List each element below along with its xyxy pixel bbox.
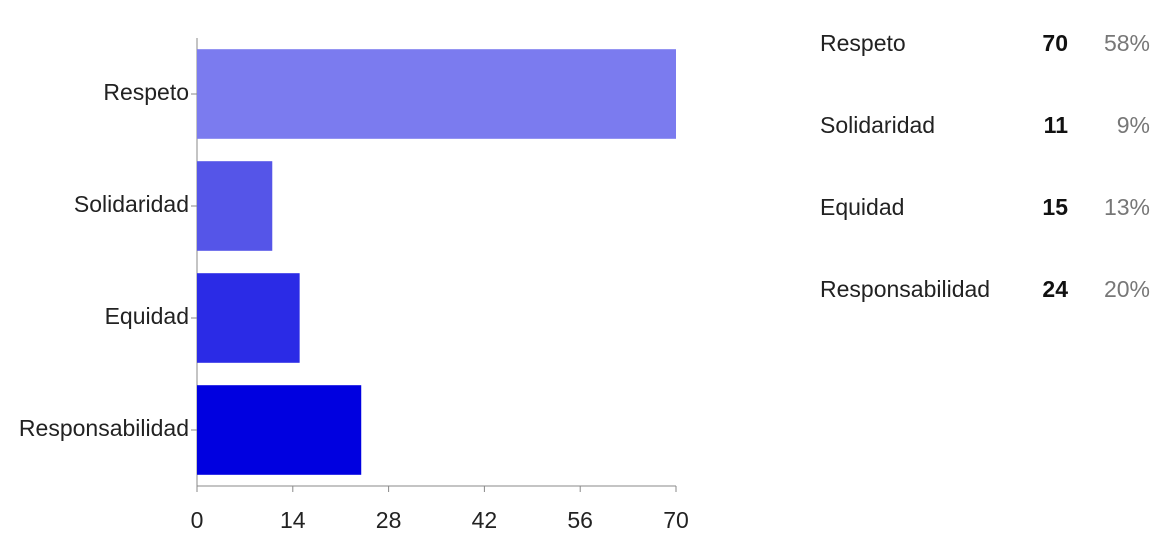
count-label: 15 xyxy=(1042,194,1068,220)
share-label: 20% xyxy=(1104,276,1150,302)
x-tick-label: 0 xyxy=(191,507,204,533)
legend-label: Respeto xyxy=(820,30,906,56)
y-tick-label: Equidad xyxy=(105,303,189,329)
count-label: 24 xyxy=(1042,276,1068,302)
legend-label: Equidad xyxy=(820,194,904,220)
bar xyxy=(197,49,676,139)
share-label: 9% xyxy=(1117,112,1150,138)
x-tick-label: 56 xyxy=(567,507,593,533)
count-label: 70 xyxy=(1042,30,1068,56)
share-label: 58% xyxy=(1104,30,1150,56)
legend-label: Responsabilidad xyxy=(820,276,990,302)
x-tick-label: 70 xyxy=(663,507,689,533)
legend-label: Solidaridad xyxy=(820,112,935,138)
x-tick-label: 14 xyxy=(280,507,306,533)
count-label: 11 xyxy=(1044,112,1069,138)
bar xyxy=(197,385,362,475)
y-tick-label: Respeto xyxy=(103,79,189,105)
y-tick-label: Solidaridad xyxy=(74,191,189,217)
x-tick-label: 28 xyxy=(376,507,402,533)
bar xyxy=(197,161,273,251)
bar xyxy=(197,273,300,363)
share-label: 13% xyxy=(1104,194,1150,220)
y-tick-label: Responsabilidad xyxy=(19,415,189,441)
x-tick-label: 42 xyxy=(472,507,498,533)
